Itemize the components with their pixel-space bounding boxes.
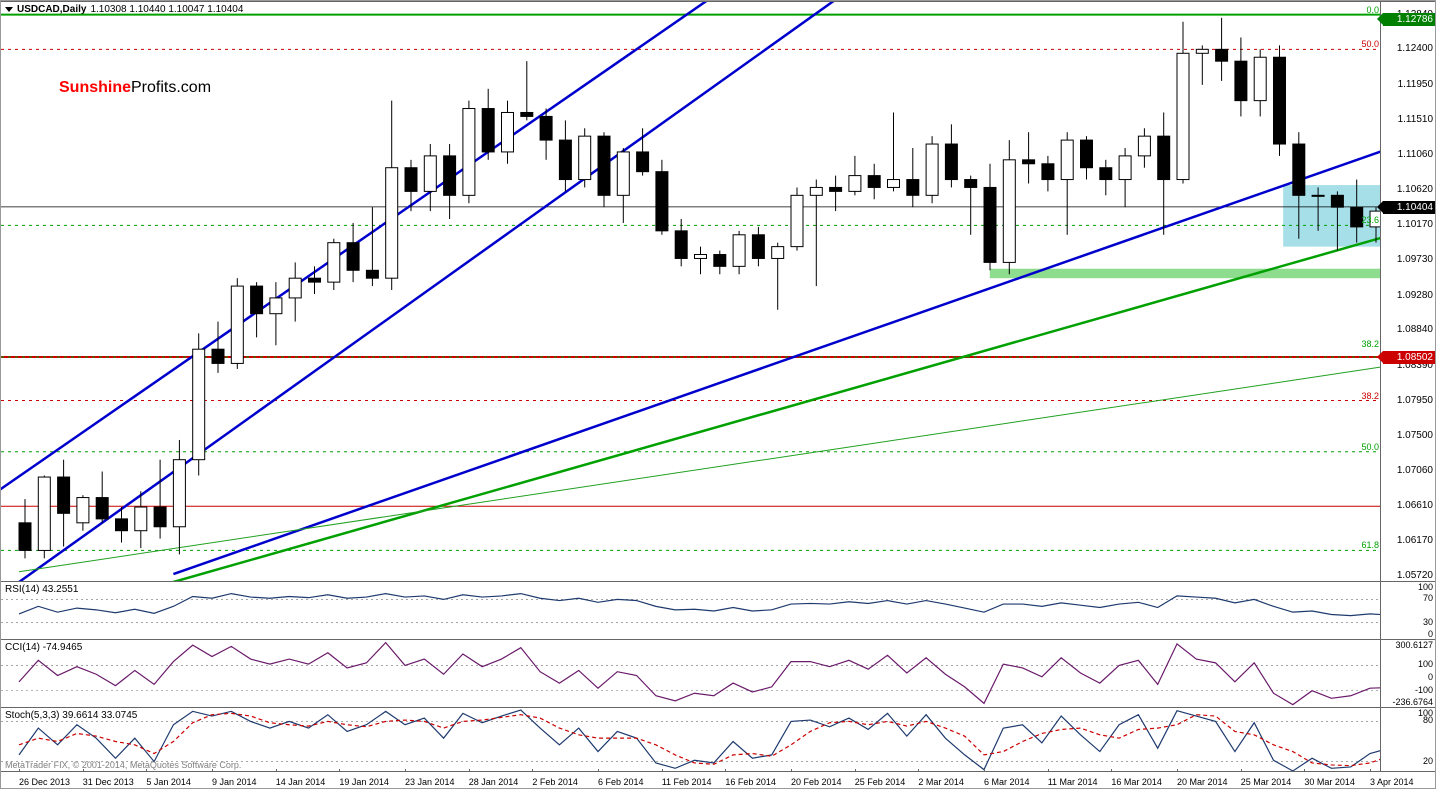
price-tick: 1.10620 [1397,184,1433,195]
stoch-axis: 2080100 [1380,708,1435,774]
indicator-tick: -100 [1415,685,1433,695]
date-tick: 26 Dec 2013 [19,777,70,787]
rsi-panel[interactable]: RSI(14) 43.2551 03070100 [1,581,1435,639]
price-tick: 1.09730 [1397,254,1433,265]
date-tick: 9 Jan 2014 [212,777,257,787]
rsi-svg [1,582,1381,640]
date-tick: 30 Mar 2014 [1304,777,1355,787]
date-tick: 6 Mar 2014 [984,777,1030,787]
date-tick: 2 Feb 2014 [532,777,578,787]
price-tick: 1.05720 [1397,570,1433,581]
copyright-text: MetaTrader FIX, © 2001-2014, MetaQuotes … [5,760,241,770]
price-tick: 1.07500 [1397,430,1433,441]
date-tick: 20 Mar 2014 [1177,777,1228,787]
date-tick: 16 Feb 2014 [725,777,776,787]
indicator-tick: 100 [1418,659,1433,669]
date-tick: 14 Jan 2014 [276,777,326,787]
price-tick: 1.07060 [1397,465,1433,476]
date-tick: 11 Feb 2014 [662,777,712,787]
cci-panel[interactable]: CCI(14) -74.9465 300.61271000-100-236.67… [1,639,1435,707]
fib-label: 23.6 [1361,215,1379,225]
date-tick: 5 Jan 2014 [146,777,191,787]
fib-label: 50.0 [1361,442,1379,452]
indicator-tick: 70 [1423,593,1433,603]
rsi-axis: 0 30 70100 [1380,582,1435,639]
fib-label: 61.8 [1361,540,1379,550]
price-chart-svg [1,2,1381,582]
price-flag: 1.10404 [1383,201,1435,214]
price-tick: 1.09280 [1397,290,1433,301]
fib-label: 38.2 [1361,391,1379,401]
fib-label: 38.2 [1361,339,1379,349]
price-tick: 1.07950 [1397,395,1433,406]
price-tick: 1.06170 [1397,535,1433,546]
date-tick: 11 Mar 2014 [1048,777,1098,787]
price-tick: 1.10170 [1397,219,1433,230]
price-flag: 1.08502 [1383,351,1435,364]
price-axis: 1.05720 1.06170 1.06610 1.07060 1.07500 1.079… [1380,2,1435,581]
date-tick: 25 Mar 2014 [1241,777,1292,787]
date-tick: 20 Feb 2014 [791,777,842,787]
cci-axis: 300.6127 100 0 -100 -236.6764 [1380,640,1435,707]
indicator-tick: 100 [1418,708,1433,718]
date-tick: 19 Jan 2014 [339,777,389,787]
price-tick: 1.11950 [1398,79,1433,90]
indicator-tick: 0 [1428,629,1433,639]
date-tick: 3 Apr 2014 [1370,777,1414,787]
price-flag: 1.12786 [1383,13,1435,26]
indicator-tick: -236.6764 [1392,697,1433,707]
date-tick: 2 Mar 2014 [918,777,964,787]
cci-svg [1,640,1381,708]
indicator-tick: 0 [1428,672,1433,682]
indicator-tick: 300.6127 [1395,640,1433,650]
date-axis: 26 Dec 2013 31 Dec 2013 5 Jan 2014 9 Jan 20… [1,771,1435,788]
price-tick: 1.11060 [1398,149,1433,160]
date-tick: 23 Jan 2014 [405,777,455,787]
indicator-tick: 30 [1423,617,1433,627]
date-tick: 6 Feb 2014 [598,777,644,787]
price-panel[interactable]: 1.05720 1.06170 1.06610 1.07060 1.07500 1.079… [1,1,1435,581]
price-tick: 1.12400 [1397,43,1433,54]
date-tick: 25 Feb 2014 [855,777,906,787]
indicator-tick: 100 [1418,582,1433,592]
fib-label: 0.0 [1366,5,1379,15]
date-tick: 31 Dec 2013 [83,777,134,787]
fib-label: 50.0 [1361,39,1379,49]
price-tick: 1.06610 [1397,500,1433,511]
price-tick: 1.11510 [1398,114,1433,125]
chart-window: USDCAD,Daily 1.10308 1.10440 1.10047 1.1… [0,0,1436,789]
date-tick: 28 Jan 2014 [469,777,519,787]
date-tick: 16 Mar 2014 [1111,777,1162,787]
indicator-tick: 20 [1423,756,1433,766]
price-tick: 1.08840 [1397,324,1433,335]
